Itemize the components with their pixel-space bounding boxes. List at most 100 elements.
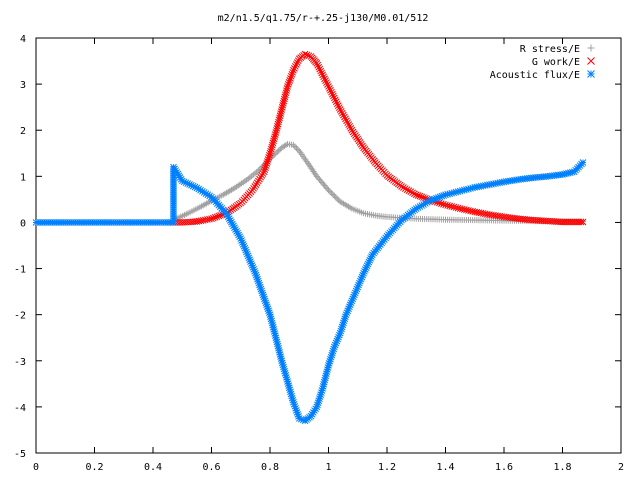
plus-marker [294,146,301,153]
star-marker [320,380,328,388]
star-marker [366,256,374,264]
cross-marker [416,192,424,200]
cross-marker [324,81,331,88]
cross-marker [330,92,337,100]
star-marker [231,224,238,232]
star-marker [460,186,468,194]
star-marker [356,277,364,285]
star-marker [355,281,362,289]
y-tick-label: -1 [14,265,26,276]
star-marker [323,370,330,378]
y-tick-labels: 4 3 2 1 0 -1 -2 -3 -4 -5 [14,34,26,460]
cross-marker [315,63,323,71]
star-marker [350,293,357,301]
legend-marker [587,44,595,52]
star-marker [283,374,290,381]
star-marker [330,345,338,353]
star-marker [233,227,240,235]
star-marker [284,380,292,387]
cross-marker [329,90,336,98]
star-marker [444,190,451,198]
legend: R stress/E G work/E Acoustic flux/E [490,44,595,81]
star-marker [332,339,340,347]
cross-marker [278,104,286,111]
cross-marker [264,158,271,165]
cross-marker [327,86,334,94]
x-tick-label: 0 [33,462,39,473]
star-marker [261,295,268,303]
cross-marker [407,188,415,196]
cross-marker [303,51,311,59]
cross-marker [276,112,284,120]
cross-marker [318,69,326,77]
cross-marker [269,139,277,147]
star-marker [290,400,298,408]
star-marker [265,307,272,315]
cross-marker [270,137,277,145]
star-marker [329,349,336,357]
star-marker [333,337,341,345]
star-marker [257,285,265,293]
star-marker [356,279,363,287]
y-tick-label: 0 [20,218,26,229]
cross-marker [332,98,340,106]
star-marker [448,189,456,197]
star-marker [338,325,345,333]
cross-marker [293,59,301,66]
legend-marker [587,70,595,78]
cross-marker [458,205,466,213]
cross-marker [347,124,355,132]
star-marker [299,416,307,424]
cross-marker [330,94,338,102]
star-marker [270,328,278,335]
star-marker [335,333,342,341]
star-marker [292,404,299,412]
cross-marker [341,113,348,121]
cross-marker [401,185,409,192]
star-marker [241,244,249,252]
star-marker [467,185,474,192]
star-marker [321,374,329,382]
star-marker [227,218,235,226]
cross-marker [286,77,294,84]
x-tick-label: 0.2 [85,462,103,473]
star-marker [249,264,257,271]
axis-ticks [35,37,622,454]
plus-marker [293,144,300,151]
cross-marker [331,96,339,104]
star-marker [326,357,334,365]
cross-marker [287,74,294,82]
star-marker [347,299,355,307]
series-layer [32,50,587,425]
star-marker [351,289,359,297]
star-marker [186,181,193,188]
plus-marker [291,143,298,150]
star-marker [284,378,291,385]
star-marker [276,349,283,356]
cross-marker [409,189,416,197]
cross-marker [414,192,422,199]
cross-marker [281,93,289,101]
star-marker [271,332,279,339]
y-tick-label: 1 [20,172,26,183]
cross-marker [463,206,470,214]
plus-marker [587,44,595,52]
star-marker [346,303,353,311]
x-tick-label: 1 [325,462,331,473]
star-marker [289,396,297,404]
star-marker [273,338,281,346]
star-marker [272,334,280,342]
star-marker [282,371,290,379]
star-marker [454,188,462,195]
star-marker [276,351,284,358]
star-marker [287,390,295,398]
cross-marker [316,65,324,73]
star-marker [314,399,322,407]
cross-marker [206,215,213,223]
star-marker [182,179,190,187]
star-marker [293,409,301,416]
star-marker [246,256,254,264]
star-marker [316,393,324,400]
star-marker [286,386,294,394]
cross-marker [333,100,341,108]
